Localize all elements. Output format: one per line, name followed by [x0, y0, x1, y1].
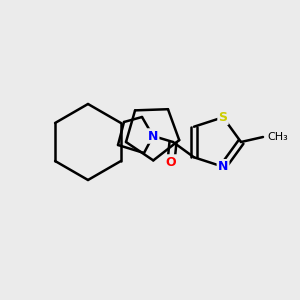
Text: S: S	[218, 111, 227, 124]
Text: O: O	[166, 155, 176, 169]
Text: N: N	[148, 130, 158, 142]
Text: N: N	[218, 160, 228, 173]
Text: CH₃: CH₃	[267, 132, 288, 142]
